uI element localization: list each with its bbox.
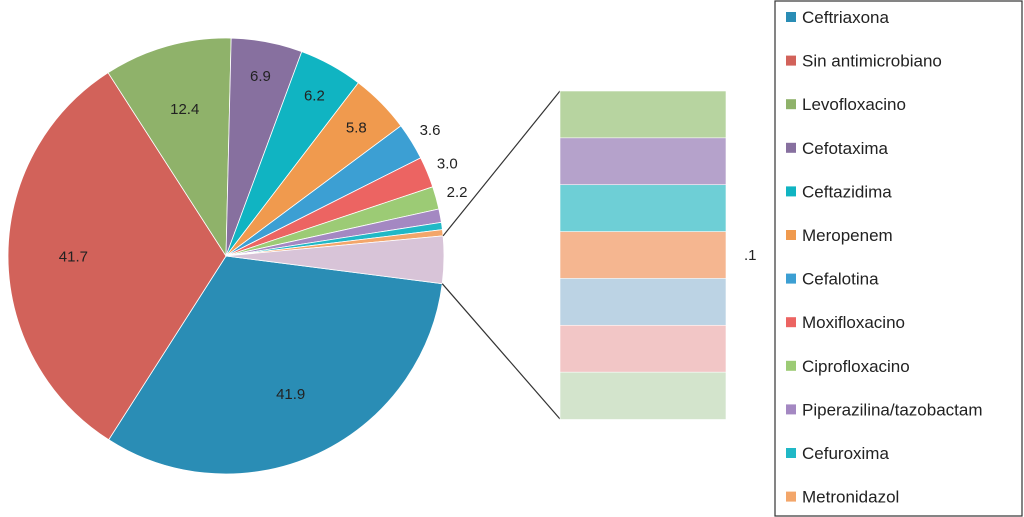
legend-item-label: Meropenem <box>802 226 893 245</box>
slice-label: 12.4 <box>170 101 199 118</box>
breakout-bar <box>559 90 727 420</box>
breakout-bar-segment <box>559 137 727 186</box>
legend-item-label: Piperazilina/tazobactam <box>802 400 982 419</box>
legend-item-label: Ceftazidima <box>802 182 892 201</box>
legend-swatch <box>786 55 796 66</box>
legend-swatch <box>786 317 796 328</box>
breakout-bar-segment <box>559 231 727 280</box>
legend-swatch <box>786 360 796 371</box>
breakout-bar-segment <box>559 278 727 327</box>
legend-item-label: Ciprofloxacino <box>802 357 910 376</box>
slice-label: 6.9 <box>250 68 271 85</box>
breakout-bar-label: .1 <box>744 247 757 264</box>
slice-label: 41.7 <box>59 248 88 265</box>
slice-label: 2.2 <box>447 184 468 201</box>
legend-swatch <box>786 142 796 153</box>
pie-slices <box>7 37 445 475</box>
pie-slice-ceftriaxona <box>108 255 443 475</box>
legend-swatch <box>786 273 796 284</box>
legend-item-label: Ceftriaxona <box>802 8 889 27</box>
legend-swatch <box>786 448 796 458</box>
connector-line <box>441 283 561 420</box>
legend-swatch <box>786 404 796 415</box>
slice-label: 6.2 <box>304 88 325 105</box>
connector-line <box>442 90 561 237</box>
legend-item-label: Cefotaxima <box>802 139 889 158</box>
legend-swatch <box>786 186 796 197</box>
pie-slice-sin-antimicrobiano <box>7 72 227 441</box>
legend-item-label: Metronidazol <box>802 488 899 507</box>
legend-swatch <box>786 12 796 22</box>
legend-item-label: Sin antimicrobiano <box>802 52 942 71</box>
legend-swatch <box>786 491 796 502</box>
slice-label: 3.0 <box>437 156 458 173</box>
slice-label: 3.6 <box>420 122 441 139</box>
legend-swatch <box>786 230 796 240</box>
slice-label: 5.8 <box>346 119 367 136</box>
slice-label: 41.9 <box>276 386 305 403</box>
breakout-bar-segment <box>559 184 727 233</box>
breakout-bar-segment <box>559 371 727 420</box>
breakout-bar-segment <box>559 324 727 373</box>
legend-item-label: Cefalotina <box>802 270 879 289</box>
legend-item-label: Levofloxacino <box>802 95 906 114</box>
legend-item-label: Cefuroxima <box>802 444 889 463</box>
breakout-bar-segment <box>559 90 727 139</box>
legend: Ceftriaxona Sin antimicrobiano Levofloxaci… <box>774 0 1023 517</box>
legend-swatch <box>786 99 796 110</box>
legend-item-label: Moxifloxacino <box>802 313 905 332</box>
pie-labels: 41.9 41.7 12.4 6.9 6.2 5.8 3.6 3.0 2.2 <box>59 68 468 403</box>
pie-slice-levofloxacino <box>107 37 232 258</box>
breakout-connectors <box>441 90 561 420</box>
pie-slice-others <box>225 235 445 285</box>
